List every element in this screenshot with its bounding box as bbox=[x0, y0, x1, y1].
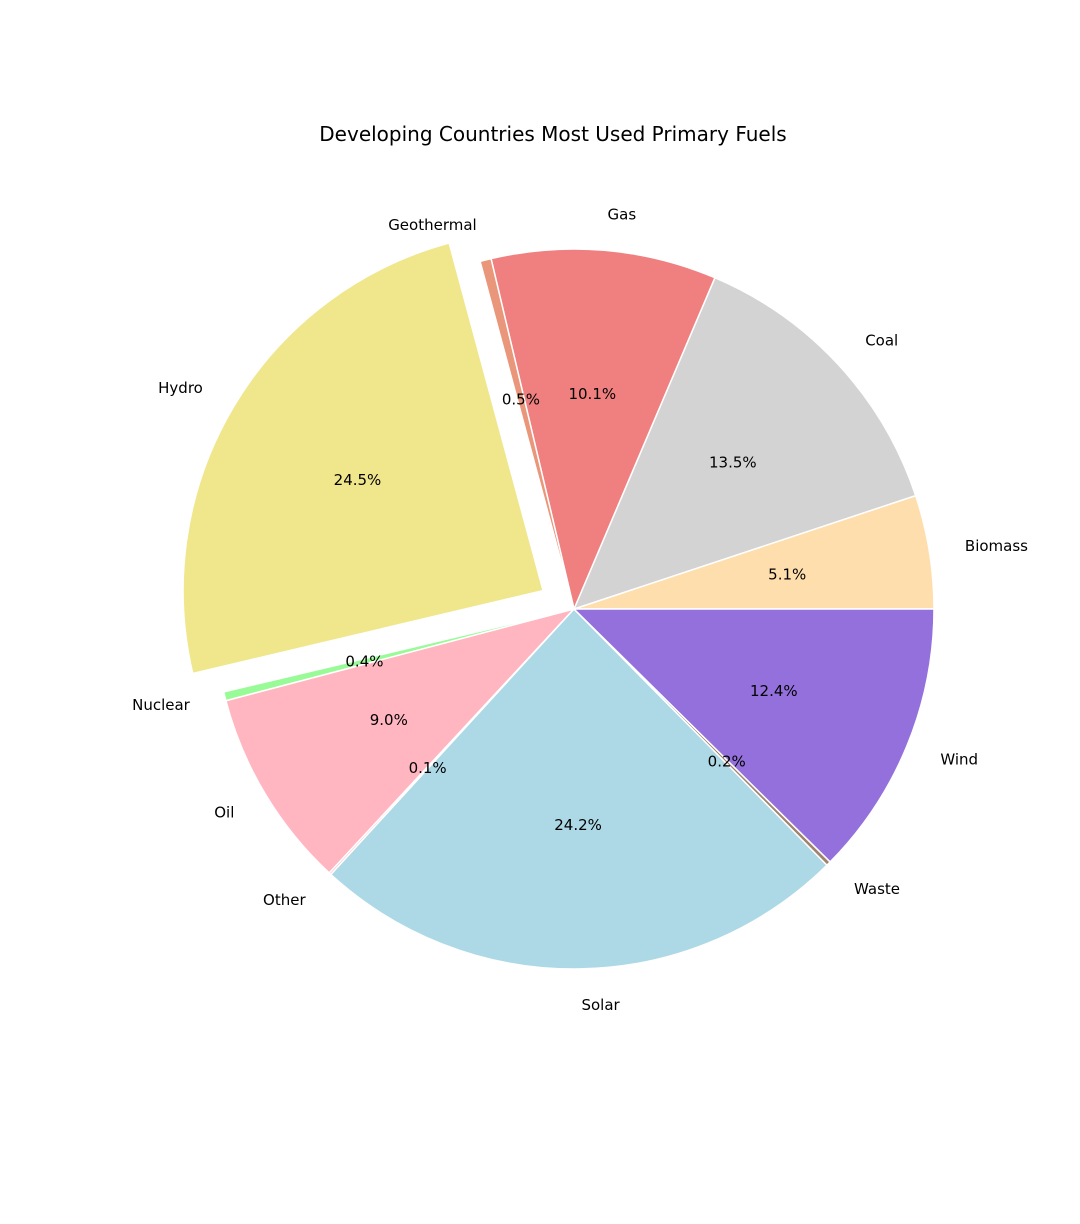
pct-label-biomass: 5.1% bbox=[768, 566, 806, 584]
slice-label-coal: Coal bbox=[865, 332, 898, 350]
pct-label-other: 0.1% bbox=[409, 759, 447, 777]
slice-geothermal bbox=[479, 257, 575, 610]
slice-label-geothermal: Geothermal bbox=[388, 216, 477, 234]
slice-label-solar: Solar bbox=[581, 996, 620, 1014]
pct-label-hydro: 24.5% bbox=[334, 471, 382, 489]
slice-label-biomass: Biomass bbox=[965, 537, 1028, 555]
slice-label-wind: Wind bbox=[940, 750, 978, 768]
pct-label-geothermal: 0.5% bbox=[502, 391, 540, 409]
pct-label-solar: 24.2% bbox=[554, 816, 602, 834]
pct-label-coal: 13.5% bbox=[709, 454, 757, 472]
pct-label-waste: 0.2% bbox=[708, 753, 746, 771]
slice-label-gas: Gas bbox=[608, 205, 637, 223]
slice-label-waste: Waste bbox=[854, 880, 900, 898]
slice-label-hydro: Hydro bbox=[158, 379, 203, 397]
slice-label-nuclear: Nuclear bbox=[132, 696, 191, 714]
slice-gas bbox=[490, 248, 716, 610]
pct-label-wind: 12.4% bbox=[750, 682, 798, 700]
chart-title: Developing Countries Most Used Primary F… bbox=[319, 122, 786, 146]
slice-oil bbox=[225, 608, 575, 874]
slices-layer bbox=[182, 242, 935, 970]
pct-label-nuclear: 0.4% bbox=[345, 652, 383, 670]
slice-coal bbox=[573, 276, 917, 610]
slice-solar bbox=[330, 608, 828, 970]
pct-label-oil: 9.0% bbox=[370, 711, 408, 729]
slice-label-oil: Oil bbox=[214, 804, 234, 822]
pct-label-gas: 10.1% bbox=[568, 385, 616, 403]
slice-wind bbox=[573, 608, 935, 863]
slice-hydro bbox=[182, 242, 544, 675]
slice-label-other: Other bbox=[263, 891, 306, 909]
labels-layer: Biomass 5.1% Coal 13.5% Gas 10.1% Geothermal 0.… bbox=[132, 205, 1028, 1014]
